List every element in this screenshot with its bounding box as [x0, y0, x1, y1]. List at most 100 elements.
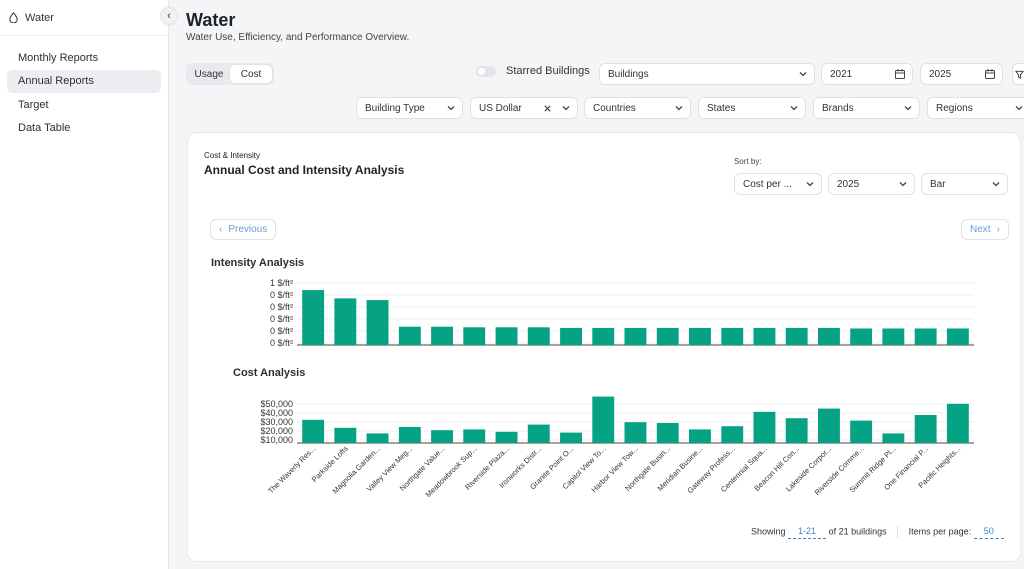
buildings-select-value: Buildings [608, 68, 649, 80]
year-from-picker[interactable]: 2021 [821, 63, 913, 85]
y-tick-label: 0 $/ft² [270, 302, 293, 312]
y-tick-label: 0 $/ft² [270, 338, 293, 348]
divider [897, 526, 899, 538]
chevron-down-icon [447, 106, 455, 111]
bar [624, 327, 647, 345]
bar [850, 328, 873, 345]
water-drop-icon [9, 12, 18, 23]
year-to-picker[interactable]: 2025 [920, 63, 1003, 85]
next-button[interactable]: Next › [961, 219, 1009, 240]
bar [753, 327, 776, 345]
cost-chart-title: Cost Analysis [233, 367, 306, 379]
bar [721, 327, 744, 345]
regions-select[interactable]: Regions [927, 97, 1024, 119]
chevron-down-icon [790, 106, 798, 111]
app-name: Water [25, 11, 54, 24]
bar [785, 327, 808, 345]
countries-select[interactable]: Countries [584, 97, 691, 119]
bar [431, 430, 453, 443]
bar [753, 411, 776, 443]
building-type-value: Building Type [365, 102, 425, 114]
items-per-page-label: Items per page: [908, 526, 972, 537]
page-range-select[interactable]: 1-21 [788, 526, 827, 540]
previous-button[interactable]: ‹ Previous [210, 219, 277, 240]
filter-button[interactable] [1012, 63, 1024, 85]
sort-by-label: Sort by: [734, 157, 762, 166]
bar [398, 427, 421, 443]
bar [946, 403, 969, 443]
y-tick-label: 0 $/ft² [270, 290, 293, 300]
sidebar: Water Monthly Reports Annual Reports Tar… [0, 0, 169, 569]
bar [882, 433, 905, 443]
total-count: of 21 buildings [828, 526, 887, 537]
calendar-icon [985, 69, 995, 79]
sidebar-item-target[interactable]: Target [18, 98, 49, 111]
tab-cost[interactable]: Cost [230, 65, 272, 83]
y-tick-label: $30,000 [260, 417, 293, 427]
chart-type-value: Bar [930, 178, 946, 190]
brands-value: Brands [822, 102, 854, 114]
collapse-sidebar-button[interactable]: ‹ [160, 7, 178, 25]
chevron-left-icon: ‹ [219, 224, 223, 235]
bar [334, 427, 357, 443]
chart-type-select[interactable]: Bar [921, 173, 1008, 195]
starred-buildings-label: Starred Buildings [506, 65, 590, 77]
bar [431, 326, 453, 345]
bar [302, 419, 325, 443]
bar [882, 328, 905, 345]
currency-select[interactable]: US Dollar [470, 97, 578, 119]
cost-intensity-card: Cost & Intensity Annual Cost and Intensi… [187, 132, 1021, 562]
tab-usage[interactable]: Usage [194, 68, 224, 80]
bar [560, 432, 582, 443]
bar [398, 326, 421, 345]
page-subtitle: Water Use, Efficiency, and Performance O… [186, 32, 410, 43]
buildings-select[interactable]: Buildings [599, 63, 815, 85]
y-tick-label: 0 $/ft² [270, 314, 293, 324]
building-type-select[interactable]: Building Type [356, 97, 463, 119]
items-per-page-select[interactable]: 50 [973, 526, 1004, 540]
toggle-switch[interactable] [476, 65, 496, 77]
showing-label: Showing [751, 526, 786, 537]
sort-by-select[interactable]: Cost per ... [734, 173, 822, 195]
card-kicker: Cost & Intensity [204, 151, 261, 160]
clear-icon[interactable] [543, 104, 552, 113]
y-tick-label: $10,000 [260, 435, 293, 445]
bar [624, 422, 647, 443]
sidebar-item-annual-reports[interactable]: Annual Reports [7, 69, 161, 93]
bar [495, 327, 518, 345]
bar-charts: 1 $/ft² 0 $/ft² 0 $/ft² 0 $/ft² 0 $/ft² 0 $/f… [260, 278, 974, 499]
bar [785, 418, 808, 443]
brands-select[interactable]: Brands [813, 97, 920, 119]
bar [366, 433, 389, 443]
year-from-value: 2021 [830, 68, 853, 80]
previous-label: Previous [228, 224, 268, 235]
sidebar-item-data-table[interactable]: Data Table [18, 122, 71, 134]
bar [592, 327, 615, 345]
bar [463, 429, 486, 443]
bar [914, 415, 937, 443]
sidebar-item-monthly-reports[interactable]: Monthly Reports [18, 51, 99, 64]
year-select[interactable]: 2025 [828, 173, 915, 195]
intensity-chart-title: Intensity Analysis [211, 257, 305, 269]
chevron-down-icon [675, 106, 683, 111]
bar [527, 424, 550, 443]
bar [818, 408, 840, 443]
x-tick-label: The Waverly Res... [266, 444, 317, 495]
bar [656, 327, 679, 345]
bar [592, 396, 615, 443]
sort-by-value: Cost per ... [743, 178, 792, 190]
y-tick-label: 1 $/ft² [270, 278, 293, 288]
states-select[interactable]: States [698, 97, 806, 119]
countries-value: Countries [593, 102, 636, 114]
chevron-down-icon [899, 182, 907, 187]
chevron-left-icon: ‹ [167, 10, 171, 22]
chevron-down-icon [992, 182, 1000, 187]
y-tick-label: $40,000 [260, 408, 293, 418]
chevron-down-icon [799, 72, 807, 77]
sidebar-nav: Monthly Reports Annual Reports Target Da… [0, 36, 168, 150]
starred-buildings-toggle[interactable]: Starred Buildings [476, 65, 590, 77]
chevron-right-icon: › [996, 224, 1000, 235]
chevron-down-icon [562, 106, 570, 111]
year-select-value: 2025 [837, 178, 860, 190]
bar [366, 300, 389, 345]
